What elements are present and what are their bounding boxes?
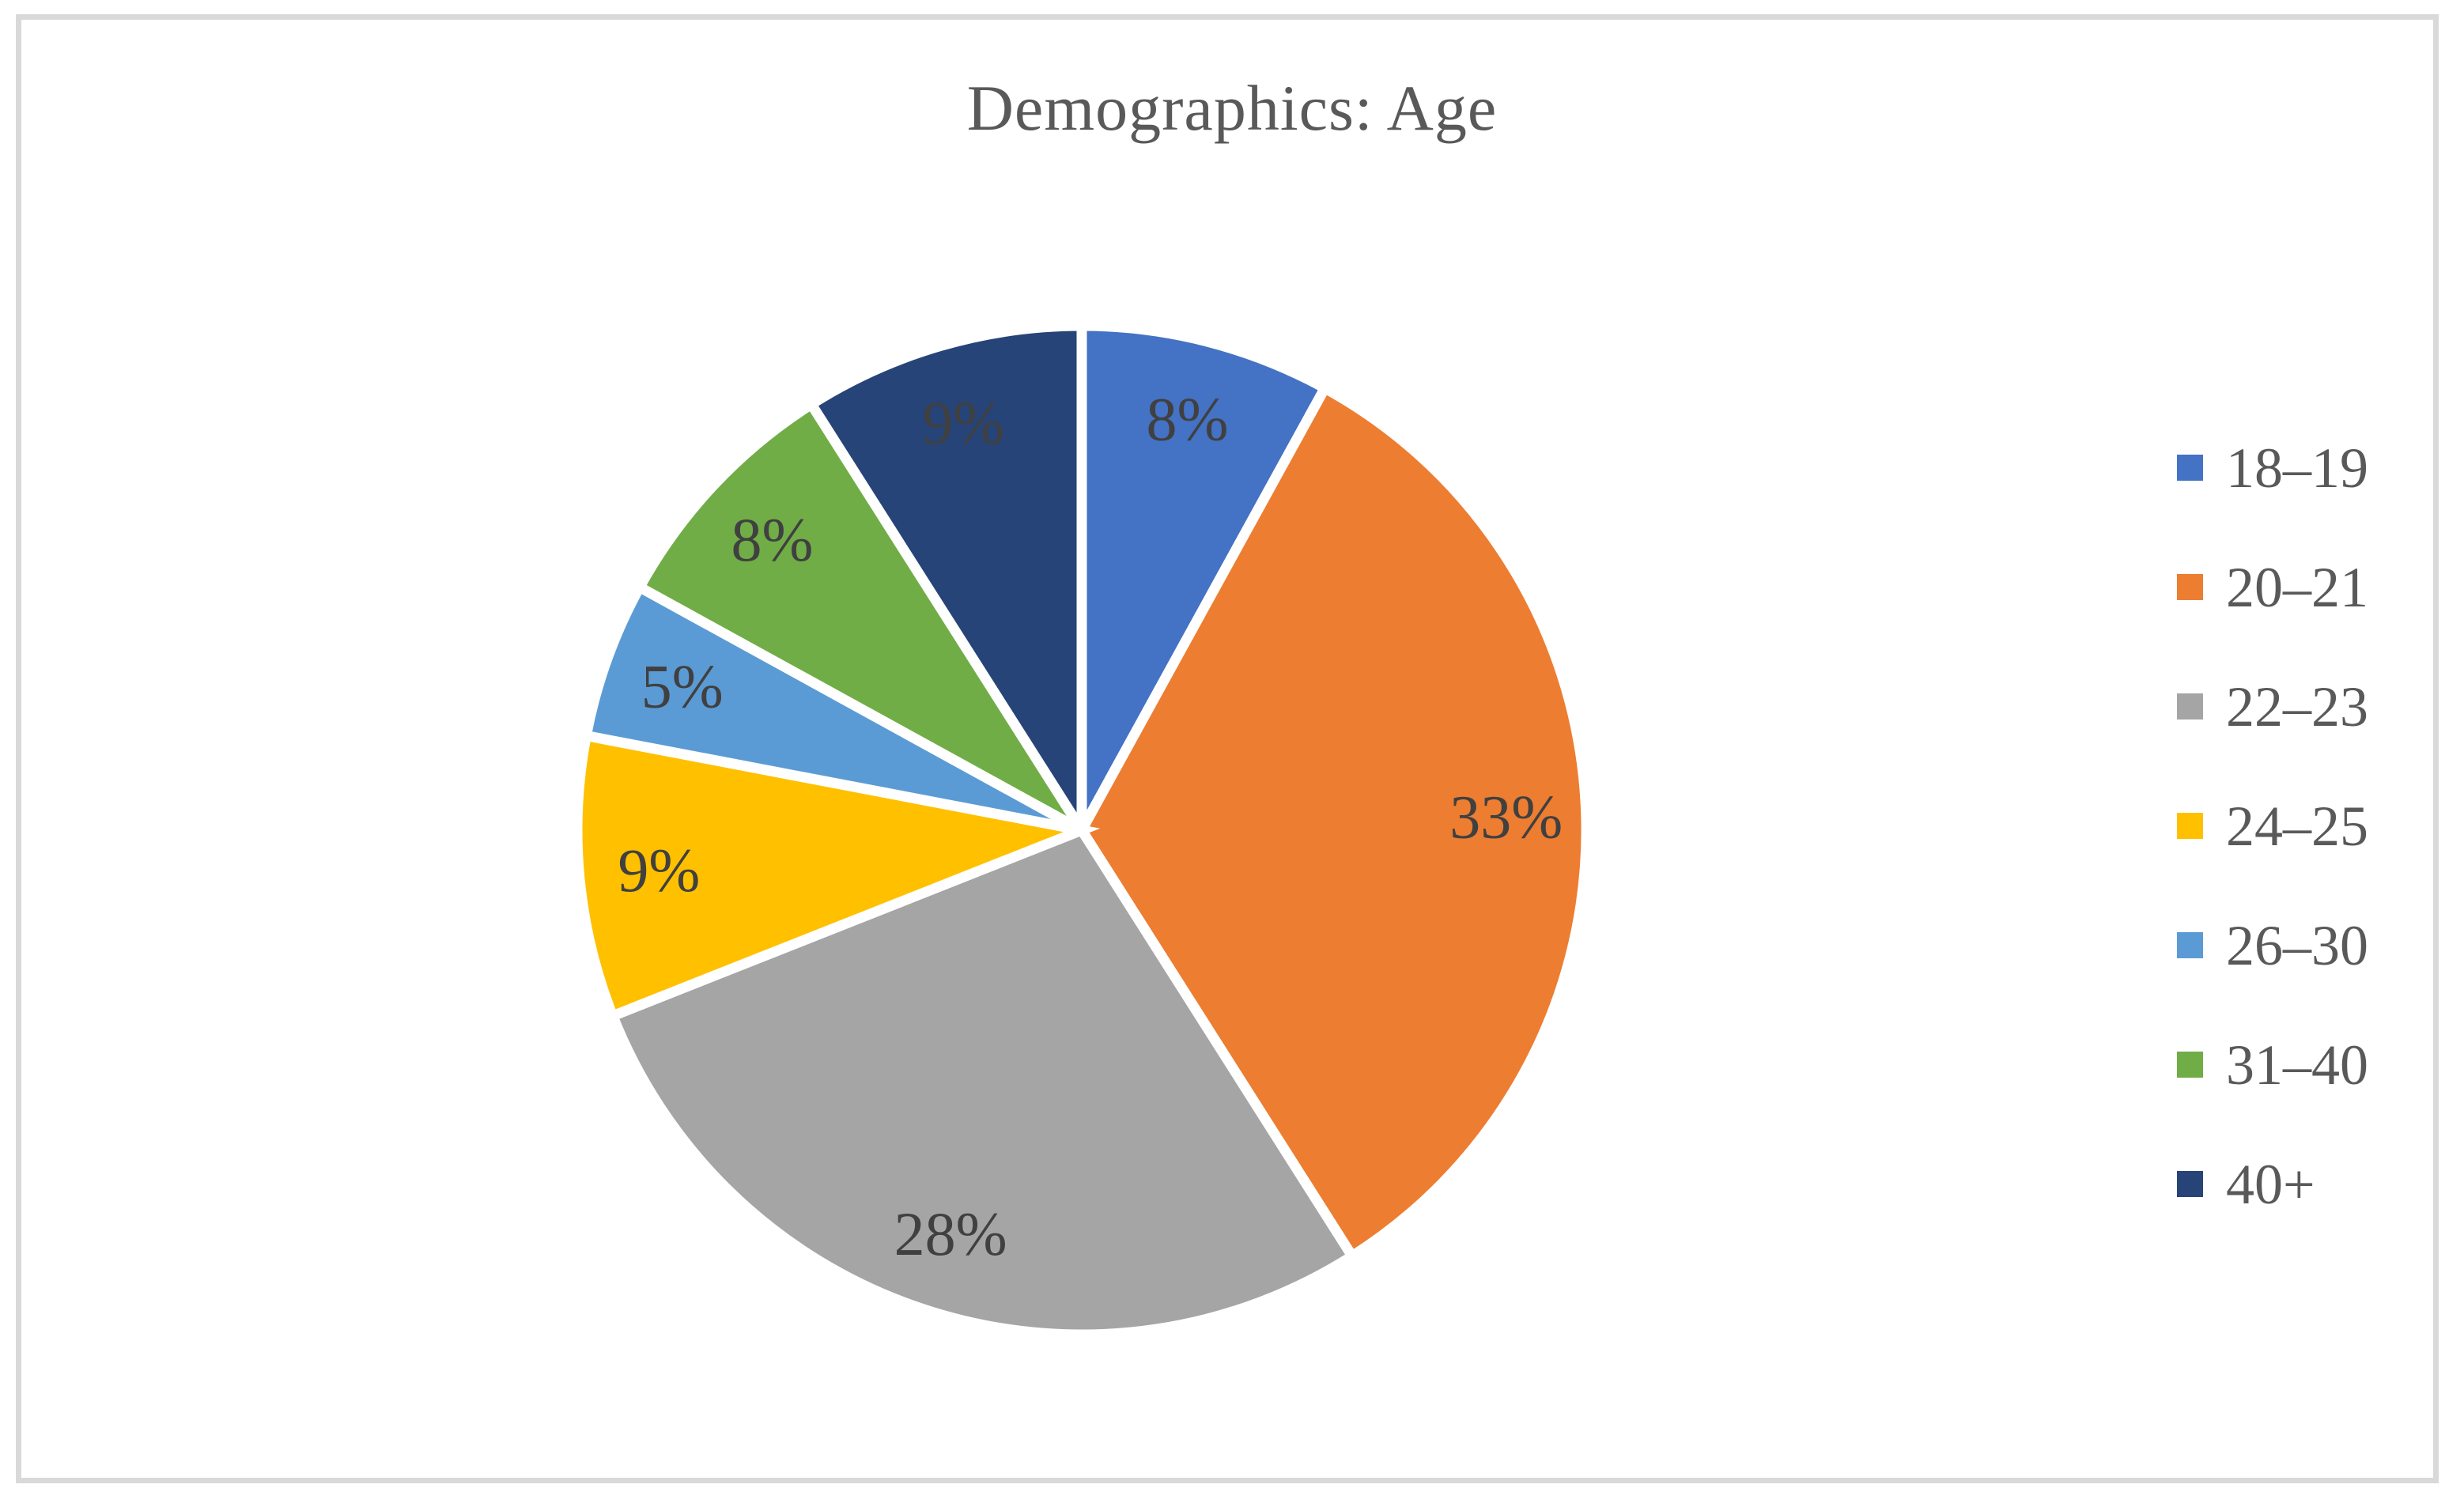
chart-title: Demographics: Age [966, 72, 1498, 144]
slice-label: 9% [922, 388, 1004, 457]
legend-label: 40+ [2226, 1152, 2315, 1216]
slice-label: 8% [731, 505, 814, 574]
legend: 18–19 20–21 22–23 24–25 26–30 31–40 40+ [2177, 408, 2438, 1244]
pie-slice-22–23[interactable] [606, 823, 1359, 1340]
legend-item-31–40[interactable]: 31–40 [2177, 1005, 2438, 1124]
pie-slices-group [572, 320, 1592, 1340]
legend-swatch-icon [2177, 455, 2203, 481]
pie-slice-18–19[interactable] [1076, 320, 1332, 833]
slice-label: 28% [894, 1199, 1007, 1268]
pie-slice-26–30[interactable] [580, 580, 1085, 836]
legend-item-40+[interactable]: 40+ [2177, 1124, 2438, 1244]
slice-label: 5% [641, 652, 724, 721]
slice-label: 33% [1449, 783, 1563, 852]
legend-label: 26–30 [2226, 913, 2368, 977]
legend-label: 18–19 [2226, 436, 2368, 500]
legend-item-22–23[interactable]: 22–23 [2177, 647, 2438, 766]
legend-swatch-icon [2177, 693, 2203, 720]
legend-item-18–19[interactable]: 18–19 [2177, 408, 2438, 527]
legend-item-26–30[interactable]: 26–30 [2177, 886, 2438, 1005]
slice-label: 9% [618, 836, 700, 905]
legend-swatch-icon [2177, 1171, 2203, 1197]
legend-label: 24–25 [2226, 794, 2368, 858]
legend-label: 22–23 [2226, 674, 2368, 738]
legend-swatch-icon [2177, 574, 2203, 600]
pie-labels-group: 8% 33% 28% 9% 5% 8% 9% [618, 384, 1563, 1268]
legend-swatch-icon [2177, 1052, 2203, 1078]
pie-slice-24–25[interactable] [572, 729, 1101, 1023]
pie-slice-40+[interactable] [804, 320, 1087, 848]
legend-swatch-icon [2177, 813, 2203, 839]
legend-label: 31–40 [2226, 1033, 2368, 1097]
legend-item-20–21[interactable]: 20–21 [2177, 527, 2438, 647]
legend-swatch-icon [2177, 932, 2203, 958]
legend-item-24–25[interactable]: 24–25 [2177, 766, 2438, 886]
pie-slice-20–21[interactable] [1075, 381, 1592, 1263]
legend-label: 20–21 [2226, 555, 2368, 619]
slice-label: 8% [1147, 384, 1229, 453]
pie-slice-31–40[interactable] [633, 397, 1087, 835]
